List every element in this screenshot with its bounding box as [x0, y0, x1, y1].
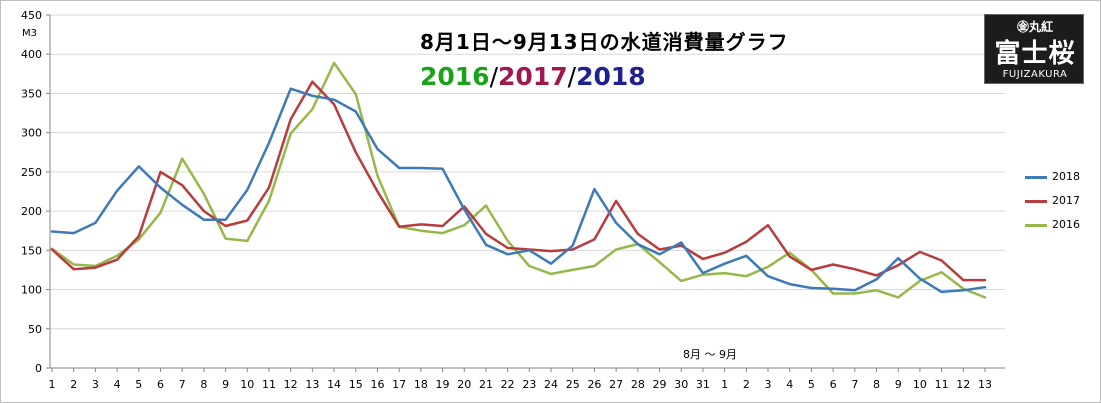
- x-tick-label: 31: [696, 378, 710, 391]
- x-tick-label: 5: [808, 378, 815, 391]
- x-tick-label: 26: [587, 378, 601, 391]
- x-tick-label: 22: [501, 378, 515, 391]
- y-tick-label: 350: [21, 87, 42, 100]
- x-tick-label: 29: [653, 378, 667, 391]
- y-tick-label: 0: [35, 362, 42, 375]
- x-tick-label: 15: [349, 378, 363, 391]
- x-tick-label: 2: [70, 378, 77, 391]
- x-tick-label: 13: [305, 378, 319, 391]
- y-tick-label: 100: [21, 284, 42, 297]
- x-tick-label: 18: [414, 378, 428, 391]
- y-axis-label: M3: [22, 28, 37, 39]
- year-2017-label: 2017: [498, 62, 568, 91]
- x-tick-label: 3: [92, 378, 99, 391]
- x-tick-label: 8: [200, 378, 207, 391]
- x-tick-label: 8: [873, 378, 880, 391]
- logo-romaji-text: FUJIZAKURA: [1002, 69, 1068, 80]
- x-tick-label: 19: [436, 378, 450, 391]
- x-tick-label: 4: [786, 378, 793, 391]
- y-tick-label: 250: [21, 166, 42, 179]
- y-tick-label: 150: [21, 244, 42, 257]
- y-tick-label: 450: [21, 9, 42, 22]
- years-label: 2016/2017/2018: [420, 62, 646, 91]
- x-tick-label: 7: [179, 378, 186, 391]
- x-tick-label: 12: [956, 378, 970, 391]
- period-label: 8月 ～ 9月: [683, 348, 737, 361]
- year-2018-label: 2018: [576, 62, 646, 91]
- x-tick-label: 2: [743, 378, 750, 391]
- legend-label-2018: 2018: [1052, 170, 1080, 183]
- logo-main-text: 富士桜: [994, 39, 1076, 69]
- year-separator: /: [567, 62, 577, 91]
- x-tick-label: 6: [157, 378, 164, 391]
- series-line-2017: [50, 80, 987, 282]
- x-tick-label: 11: [935, 378, 949, 391]
- series-line-2018: [50, 87, 987, 294]
- series-lines: [50, 61, 987, 299]
- x-tick-label: 12: [284, 378, 298, 391]
- legend-label-2016: 2016: [1052, 218, 1080, 231]
- y-tick-label: 300: [21, 127, 42, 140]
- y-tick-label: 200: [21, 205, 42, 218]
- x-tick-label: 10: [913, 378, 927, 391]
- y-tick-label: 50: [28, 323, 42, 336]
- x-tick-label: 5: [135, 378, 142, 391]
- x-tick-label: 10: [240, 378, 254, 391]
- x-tick-label: 20: [457, 378, 471, 391]
- x-tick-label: 27: [609, 378, 623, 391]
- x-tick-label: 1: [721, 378, 728, 391]
- x-tick-label: 6: [830, 378, 837, 391]
- x-tick-label: 23: [522, 378, 536, 391]
- legend-label-2017: 2017: [1052, 194, 1080, 207]
- x-tick-label: 1: [49, 378, 56, 391]
- legend-swatch-2016: [1025, 224, 1047, 227]
- x-tick-label: 13: [978, 378, 992, 391]
- x-tick-label: 9: [222, 378, 229, 391]
- y-axis-ticks: 0 50 100 150 200 250 300 350 400 450: [21, 9, 42, 375]
- logo-maruben-text: ㊎丸紅: [1016, 20, 1053, 34]
- x-tick-label: 3: [765, 378, 772, 391]
- x-tick-label: 25: [566, 378, 580, 391]
- x-tick-label: 14: [327, 378, 341, 391]
- year-2016-label: 2016: [420, 62, 490, 91]
- fujizakura-logo: ㊎丸紅 富士桜 FUJIZAKURA: [984, 14, 1084, 84]
- y-tick-label: 400: [21, 48, 42, 61]
- x-tick-label: 7: [851, 378, 858, 391]
- x-tick-label: 24: [544, 378, 558, 391]
- x-axis-ticks: 1 2 3 4 5 6 7 8 9 10 11 12 13 14 15 16 17 18 19 20 21 22 23 24 2…: [49, 378, 993, 391]
- year-separator: /: [489, 62, 499, 91]
- x-tick-label: 4: [114, 378, 121, 391]
- x-tick-label: 21: [479, 378, 493, 391]
- x-tick-label: 11: [262, 378, 276, 391]
- axes: [46, 14, 1005, 372]
- legend-swatch-2017: [1025, 200, 1047, 203]
- x-tick-label: 17: [392, 378, 406, 391]
- x-tick-label: 28: [631, 378, 645, 391]
- legend-swatch-2018: [1025, 176, 1047, 179]
- x-tick-label: 9: [895, 378, 902, 391]
- series-line-2016: [50, 61, 987, 299]
- x-tick-label: 16: [370, 378, 384, 391]
- x-tick-label: 30: [674, 378, 688, 391]
- chart-title: 8月1日～9月13日の水道消費量グラフ: [420, 30, 789, 54]
